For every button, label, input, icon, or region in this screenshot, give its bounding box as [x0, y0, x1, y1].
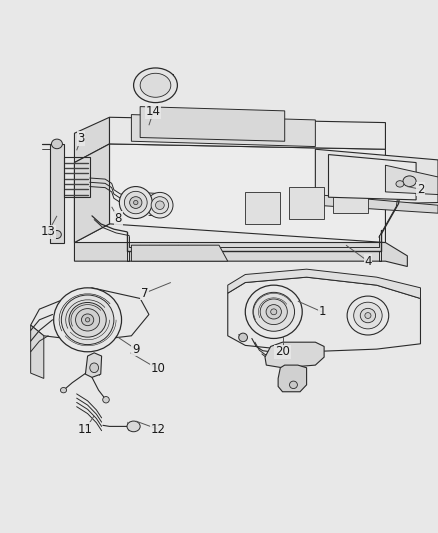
Text: 13: 13 [41, 225, 56, 238]
Polygon shape [289, 187, 324, 219]
Polygon shape [228, 277, 420, 352]
Ellipse shape [134, 68, 177, 102]
Ellipse shape [61, 295, 114, 344]
Text: 1: 1 [318, 305, 326, 318]
Polygon shape [131, 115, 315, 147]
Ellipse shape [147, 192, 173, 218]
Text: 14: 14 [146, 106, 161, 118]
Ellipse shape [52, 139, 63, 149]
Polygon shape [315, 195, 438, 213]
Text: 4: 4 [364, 255, 372, 268]
Ellipse shape [60, 387, 67, 393]
Polygon shape [385, 165, 438, 195]
Polygon shape [228, 269, 420, 298]
Polygon shape [315, 149, 438, 205]
Text: 12: 12 [150, 423, 165, 435]
Text: 8: 8 [115, 212, 122, 225]
Ellipse shape [290, 381, 297, 389]
Ellipse shape [245, 285, 302, 338]
Text: 10: 10 [150, 362, 165, 375]
Polygon shape [74, 144, 110, 243]
Text: 9: 9 [132, 343, 140, 356]
Polygon shape [85, 353, 102, 377]
Ellipse shape [53, 230, 61, 239]
Ellipse shape [403, 176, 416, 187]
Ellipse shape [76, 309, 100, 331]
Polygon shape [74, 117, 110, 163]
Ellipse shape [360, 308, 375, 323]
Ellipse shape [69, 302, 106, 337]
Ellipse shape [127, 421, 140, 432]
Ellipse shape [271, 309, 277, 314]
Ellipse shape [253, 292, 294, 331]
Polygon shape [50, 144, 64, 243]
Ellipse shape [124, 191, 147, 214]
Ellipse shape [396, 181, 404, 187]
Ellipse shape [155, 201, 164, 209]
Polygon shape [278, 365, 307, 392]
Text: 11: 11 [78, 423, 93, 435]
Text: 3: 3 [78, 132, 85, 145]
Polygon shape [110, 117, 385, 149]
Ellipse shape [54, 288, 122, 352]
Text: 7: 7 [141, 287, 148, 300]
Polygon shape [328, 155, 416, 200]
Polygon shape [333, 181, 368, 213]
Text: 2: 2 [417, 183, 424, 196]
Ellipse shape [134, 200, 138, 205]
Ellipse shape [130, 197, 142, 208]
Polygon shape [265, 342, 324, 368]
Ellipse shape [140, 74, 171, 98]
Polygon shape [131, 245, 228, 261]
Polygon shape [31, 325, 44, 378]
Ellipse shape [266, 305, 281, 319]
Text: 20: 20 [275, 345, 290, 358]
Ellipse shape [85, 318, 90, 322]
Ellipse shape [239, 333, 247, 342]
Polygon shape [245, 192, 280, 224]
Polygon shape [74, 144, 110, 243]
Polygon shape [74, 243, 407, 266]
Ellipse shape [151, 197, 169, 214]
Polygon shape [31, 288, 149, 341]
Ellipse shape [353, 302, 382, 329]
Polygon shape [140, 107, 285, 141]
Ellipse shape [81, 314, 94, 326]
Ellipse shape [119, 187, 152, 219]
Ellipse shape [90, 363, 99, 373]
Ellipse shape [260, 299, 287, 325]
Ellipse shape [347, 296, 389, 335]
Ellipse shape [365, 312, 371, 318]
Polygon shape [110, 144, 385, 243]
Ellipse shape [102, 397, 109, 403]
